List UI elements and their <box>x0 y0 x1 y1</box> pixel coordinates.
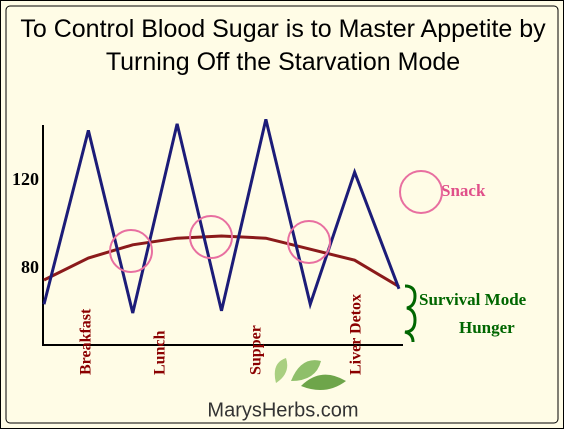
survival-label: Hunger <box>459 318 515 337</box>
title: To Control Blood Sugar is to Master Appe… <box>11 13 555 79</box>
slide: Snack Survival Mode Hunger MarysHerbs.co… <box>0 0 564 429</box>
brace <box>405 286 415 342</box>
line-series <box>44 236 399 287</box>
herb-logo <box>275 358 346 390</box>
y-tick-label: 120 <box>12 169 39 189</box>
survival-label: Survival Mode <box>419 290 527 309</box>
meal-label: Supper <box>248 325 265 375</box>
meal-label: Breakfast <box>78 308 95 375</box>
footer: MarysHerbs.com <box>207 399 358 421</box>
meal-label: Lunch <box>152 330 169 375</box>
y-tick-label: 80 <box>21 257 39 277</box>
snack-circle <box>400 171 442 213</box>
meal-label: Liver Detox <box>348 294 365 375</box>
line-series <box>44 119 399 313</box>
snack-label: Snack <box>441 181 486 200</box>
